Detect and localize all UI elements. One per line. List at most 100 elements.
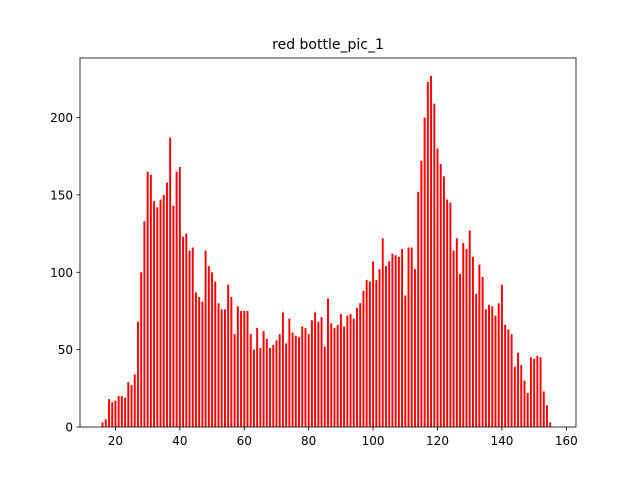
bar	[539, 357, 542, 427]
x-tick-label: 60	[237, 434, 252, 448]
bar	[185, 233, 188, 427]
bar	[194, 292, 197, 427]
bar	[130, 385, 133, 427]
bar	[156, 207, 159, 427]
bar	[269, 348, 271, 427]
bar	[281, 312, 284, 427]
bar	[413, 269, 416, 427]
bar	[459, 273, 462, 427]
bar	[153, 201, 156, 427]
bar	[327, 298, 329, 427]
bar	[117, 396, 120, 427]
x-tick-label: 80	[301, 434, 316, 448]
bar	[230, 297, 233, 427]
bar	[513, 366, 516, 427]
bar	[259, 348, 262, 427]
y-tick-label: 150	[50, 188, 73, 202]
bar	[497, 303, 500, 427]
bar	[214, 281, 217, 427]
bar	[442, 176, 445, 427]
bar	[323, 346, 326, 427]
bar	[455, 238, 458, 427]
bar	[533, 358, 536, 427]
bar	[391, 253, 394, 427]
bar	[356, 307, 358, 427]
bar	[272, 345, 275, 427]
bar	[336, 324, 339, 427]
bar	[149, 174, 152, 427]
bar	[146, 171, 149, 427]
bar	[462, 242, 465, 427]
bar	[362, 290, 365, 427]
bar	[343, 326, 346, 427]
bar	[349, 314, 352, 427]
bar	[114, 400, 117, 427]
bar	[446, 199, 449, 427]
bar	[549, 422, 552, 427]
bar	[159, 199, 162, 427]
bar	[178, 167, 181, 427]
bar	[217, 303, 220, 427]
bar	[471, 256, 474, 427]
y-tick-label: 0	[65, 421, 73, 435]
bar	[288, 318, 291, 427]
bar	[381, 238, 384, 427]
bar	[262, 331, 265, 427]
bar	[417, 191, 420, 427]
bar	[304, 327, 307, 427]
bar	[220, 309, 223, 427]
bar	[175, 171, 178, 427]
bar	[278, 334, 281, 427]
bar	[546, 405, 548, 427]
bar	[452, 250, 455, 427]
bar	[169, 137, 172, 427]
bar	[249, 334, 252, 427]
bar	[143, 221, 146, 427]
bar	[491, 306, 494, 427]
bar	[388, 261, 391, 427]
bar	[536, 355, 539, 427]
bar	[223, 309, 226, 427]
bar	[104, 419, 107, 427]
bar	[207, 266, 210, 427]
bar	[246, 310, 249, 427]
bar	[465, 249, 468, 427]
bar	[449, 202, 452, 427]
bar	[494, 315, 497, 427]
bar	[385, 266, 387, 427]
bar	[120, 396, 123, 427]
bar	[201, 301, 204, 427]
bar	[439, 163, 442, 427]
bar	[529, 357, 532, 427]
bar	[182, 236, 185, 427]
y-tick-label: 100	[50, 266, 73, 280]
y-tick-label: 50	[58, 343, 73, 357]
bar	[291, 332, 294, 427]
bar	[352, 318, 355, 427]
bar	[520, 365, 523, 427]
bar	[488, 304, 491, 427]
bar	[359, 303, 362, 427]
bar	[310, 320, 313, 427]
x-tick-label: 120	[426, 434, 449, 448]
bar	[133, 374, 136, 427]
bar	[191, 247, 194, 427]
bar	[504, 324, 507, 427]
bar	[426, 81, 429, 427]
bar	[365, 280, 368, 427]
bar	[404, 295, 407, 427]
bar	[314, 312, 317, 427]
bar	[372, 261, 375, 427]
bar	[339, 314, 342, 427]
bar	[227, 284, 230, 427]
bar	[542, 391, 545, 427]
bar	[275, 340, 278, 427]
bar	[333, 327, 336, 427]
bar	[410, 247, 413, 427]
bar	[108, 399, 110, 427]
x-tick-label: 140	[490, 434, 513, 448]
bar	[330, 323, 333, 427]
bar	[256, 327, 259, 427]
